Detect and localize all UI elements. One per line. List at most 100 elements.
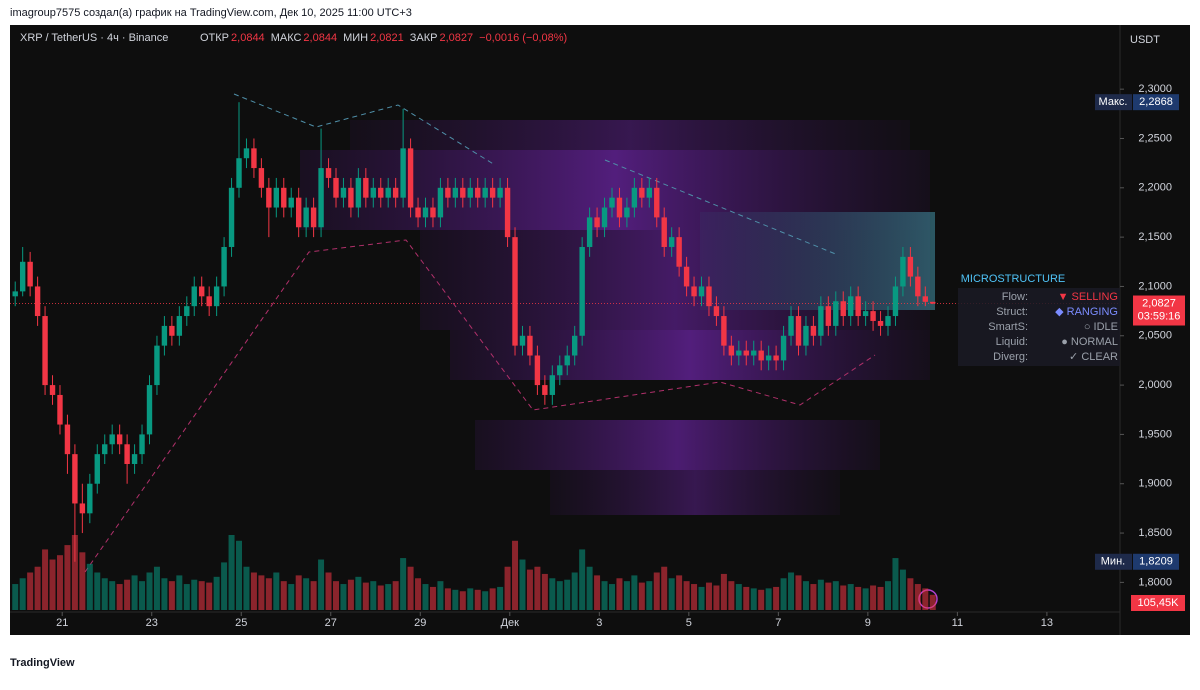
volume-bar (728, 581, 735, 610)
volume-bar (467, 588, 474, 610)
volume-bar (534, 566, 541, 610)
candle-body (27, 261, 33, 287)
volume-bar (153, 566, 160, 610)
volume-bar (810, 584, 817, 610)
volume-bar (273, 572, 280, 610)
volume-bar (698, 586, 705, 610)
volume-bar (459, 591, 466, 610)
candle-body (19, 261, 26, 292)
candle-body (310, 207, 317, 228)
volume-bar (86, 563, 93, 610)
legend-value: 2,0844 (303, 32, 337, 44)
candle-body (12, 291, 18, 297)
volume-bar (825, 582, 832, 610)
volume-bar (653, 572, 660, 610)
candle-body (915, 276, 921, 297)
y-tick-label: 2,0000 (1138, 379, 1172, 391)
candle-body (146, 385, 153, 435)
candle-body (930, 301, 936, 304)
candle-body (94, 454, 100, 484)
x-tick-label: 29 (414, 617, 426, 629)
volume-bar (124, 579, 131, 610)
candle-body (549, 375, 556, 395)
volume-bar (840, 585, 847, 610)
y-tick-label: 2,2000 (1138, 182, 1172, 194)
volume-bar (683, 581, 690, 610)
volume-label: 105,45K (1138, 597, 1180, 609)
attribution: imagroup7575 создал(а) график на Trading… (10, 7, 412, 19)
volume-bar (594, 575, 601, 610)
indicator-value: ○ IDLE (1084, 321, 1118, 333)
candle-body (654, 187, 660, 218)
candle-body (571, 335, 578, 356)
volume-bar (668, 578, 675, 610)
volume-bar (198, 581, 205, 610)
candle-body (609, 197, 615, 208)
volume-bar (526, 569, 533, 610)
y-tick-label: 2,3000 (1138, 83, 1172, 95)
y-tick-label: 1,8500 (1138, 527, 1172, 539)
indicator-panel (958, 288, 1120, 366)
volume-bar (340, 584, 347, 610)
candle-body (661, 217, 667, 247)
volume-bar (892, 558, 899, 610)
candle-body (713, 306, 720, 317)
volume-bar (497, 586, 504, 610)
volume-bar (571, 572, 578, 610)
marker-value-box (1133, 94, 1179, 111)
volume-bar (899, 569, 906, 610)
volume-bar (415, 578, 422, 610)
marker-name: Макс. (1099, 96, 1128, 108)
volume-bar (265, 578, 272, 610)
volume-bar (19, 578, 26, 610)
candle-body (631, 187, 638, 208)
volume-bar (94, 572, 101, 610)
candle-body (340, 187, 347, 198)
currency[interactable]: USDT (1130, 34, 1160, 46)
zigzag-line (84, 239, 876, 573)
candle-body (892, 286, 899, 317)
volume-bar (131, 575, 138, 610)
profile-band (350, 120, 910, 150)
candle-body (288, 197, 294, 208)
candle-body (833, 301, 839, 326)
indicator-title: MICROSTRUCTURE (961, 273, 1066, 285)
candle-body (564, 355, 570, 366)
volume-bar (914, 584, 921, 610)
candle-body (34, 286, 41, 317)
x-tick-label: 25 (235, 617, 247, 629)
volume-bar (250, 572, 257, 610)
candle-body (497, 187, 503, 198)
candle-body (527, 335, 533, 356)
candle-body (848, 296, 854, 317)
volume-bar (318, 559, 325, 610)
volume-bar (773, 586, 780, 610)
volume-bar (691, 584, 698, 610)
candle-body (415, 207, 421, 218)
volume-bar (392, 581, 399, 610)
volume-bar (42, 549, 49, 610)
candle-body (646, 187, 652, 198)
volume-bar (288, 584, 295, 610)
candle-body (736, 350, 742, 356)
candle-body (430, 207, 436, 218)
candle-body (318, 168, 324, 228)
y-tick-label: 1,9000 (1138, 478, 1172, 490)
candle-body (49, 385, 56, 395)
legend-value: 2,0844 (231, 32, 265, 44)
candle-body (676, 237, 682, 267)
candle-body (870, 311, 876, 321)
candle-body (825, 306, 832, 326)
legend-label: МИН (343, 32, 368, 44)
volume-label-box (1131, 595, 1185, 611)
volume-bar (631, 575, 638, 610)
volume-bar (870, 585, 877, 610)
x-tick-label: 13 (1041, 617, 1053, 629)
marker-value: 2,2868 (1139, 96, 1173, 108)
volume-bar (474, 589, 481, 610)
volume-bar (400, 558, 407, 610)
candle-body (295, 197, 302, 228)
candle-body (862, 311, 869, 317)
